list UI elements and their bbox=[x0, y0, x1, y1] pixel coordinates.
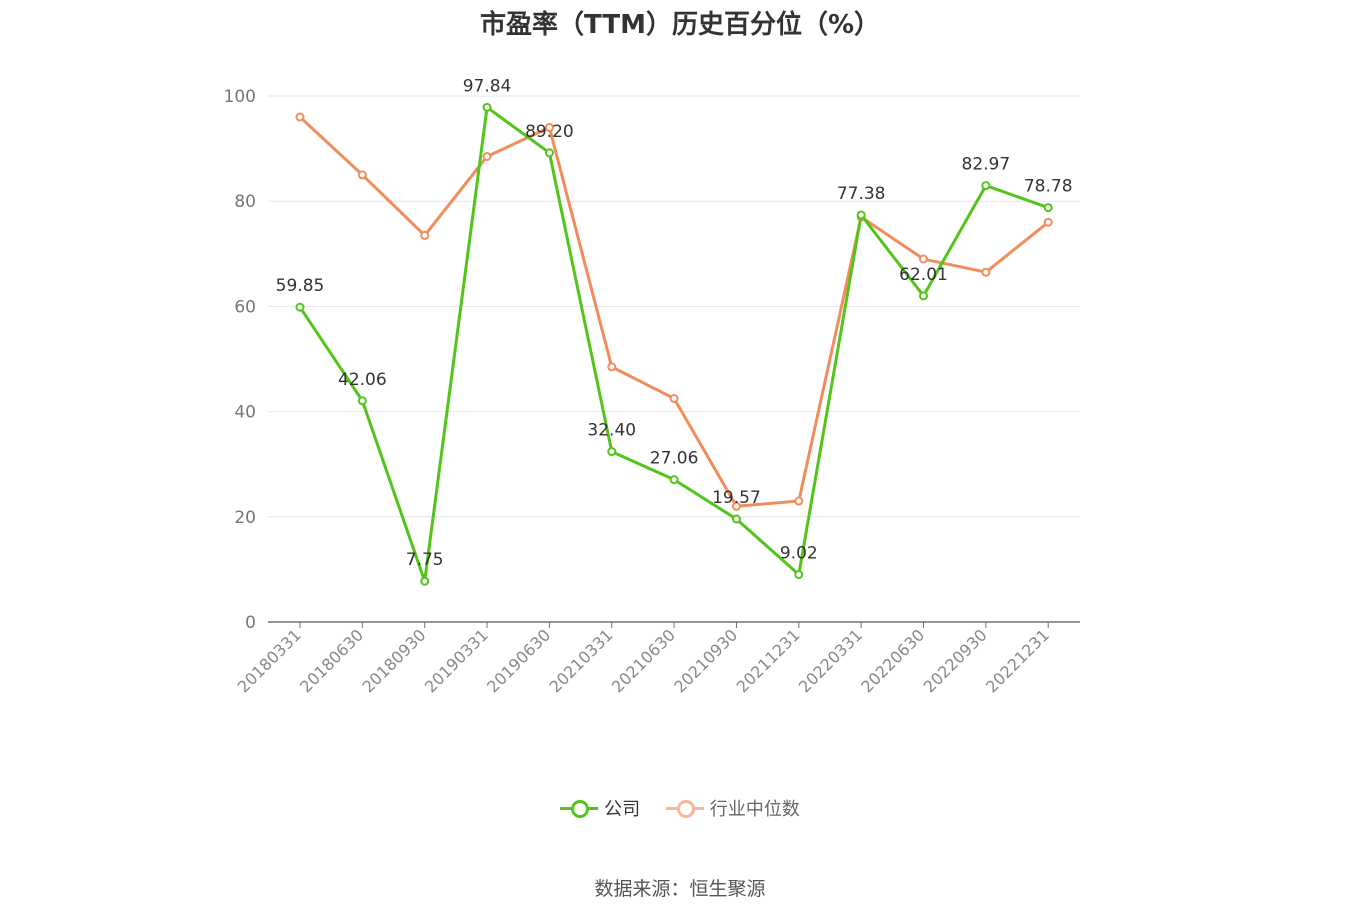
data-point bbox=[357, 170, 367, 180]
data-point bbox=[482, 151, 492, 161]
data-point bbox=[357, 396, 367, 406]
x-tick-label: 20220630 bbox=[857, 625, 928, 696]
data-point bbox=[420, 230, 430, 240]
data-label: 82.97 bbox=[962, 155, 1011, 175]
data-point bbox=[295, 112, 305, 122]
legend: 公司 行业中位数 bbox=[0, 795, 1360, 823]
x-tick-label: 20220331 bbox=[795, 625, 866, 696]
x-tick-label: 20180630 bbox=[296, 625, 367, 696]
x-tick-label: 20211231 bbox=[733, 625, 804, 696]
data-point bbox=[856, 210, 866, 220]
data-point bbox=[731, 501, 741, 511]
x-tick-label: 20210331 bbox=[546, 625, 617, 696]
data-point bbox=[919, 254, 928, 264]
data-point bbox=[1043, 217, 1053, 227]
legend-item-industry-median[interactable]: 行业中位数 bbox=[665, 795, 800, 821]
x-tick-label: 20180331 bbox=[234, 625, 305, 696]
data-label: 9.02 bbox=[780, 544, 818, 564]
data-label: 27.06 bbox=[650, 449, 699, 469]
legend-label: 公司 bbox=[604, 799, 641, 820]
data-point bbox=[981, 267, 991, 277]
data-point bbox=[544, 148, 554, 158]
data-label: 59.85 bbox=[276, 276, 325, 296]
data-point bbox=[981, 181, 991, 191]
data-point bbox=[607, 447, 617, 457]
data-label: 7.75 bbox=[406, 550, 444, 570]
data-point bbox=[1043, 203, 1053, 213]
chart-title: 市盈率（TTM）历史百分位（%） bbox=[480, 10, 880, 40]
data-point bbox=[669, 475, 679, 485]
data-label: 77.38 bbox=[837, 184, 886, 204]
legend-label: 行业中位数 bbox=[709, 799, 800, 820]
data-point bbox=[607, 362, 617, 372]
data-label: 62.01 bbox=[899, 265, 948, 285]
source-note: 数据来源：恒生聚源 bbox=[594, 878, 766, 900]
data-label: 32.40 bbox=[587, 421, 636, 441]
y-tick-label: 20 bbox=[234, 508, 256, 528]
data-point bbox=[669, 393, 679, 403]
data-point bbox=[482, 102, 492, 112]
legend-item-company[interactable]: 公司 bbox=[560, 795, 640, 821]
data-point bbox=[919, 291, 928, 301]
data-point bbox=[420, 576, 430, 586]
y-tick-label: 80 bbox=[234, 192, 256, 212]
data-label: 42.06 bbox=[338, 370, 387, 390]
y-tick-label: 40 bbox=[234, 403, 256, 423]
data-point bbox=[794, 496, 804, 506]
x-tick-label: 20180930 bbox=[359, 625, 430, 696]
data-label: 19.57 bbox=[712, 488, 761, 508]
x-tick-label: 20210930 bbox=[670, 625, 741, 696]
legend-marker-icon bbox=[665, 798, 704, 818]
data-point bbox=[794, 570, 804, 580]
x-tick-label: 20190630 bbox=[483, 625, 554, 696]
series-line-company bbox=[298, 105, 1049, 583]
data-label: 78.78 bbox=[1024, 177, 1073, 197]
data-point bbox=[544, 123, 554, 133]
y-tick-label: 60 bbox=[234, 297, 256, 317]
y-tick-label: 0 bbox=[245, 613, 256, 633]
legend-marker-icon bbox=[560, 798, 599, 818]
data-point bbox=[731, 514, 741, 524]
x-tick-label: 20210630 bbox=[608, 625, 679, 696]
x-tick-label: 20220930 bbox=[920, 625, 991, 696]
data-label: 97.84 bbox=[463, 76, 512, 96]
data-label: 89.20 bbox=[525, 122, 574, 142]
x-tick-label: 20190331 bbox=[421, 625, 492, 696]
x-tick-label: 20221231 bbox=[982, 625, 1053, 696]
data-point bbox=[295, 302, 305, 312]
y-tick-label: 100 bbox=[224, 87, 256, 107]
